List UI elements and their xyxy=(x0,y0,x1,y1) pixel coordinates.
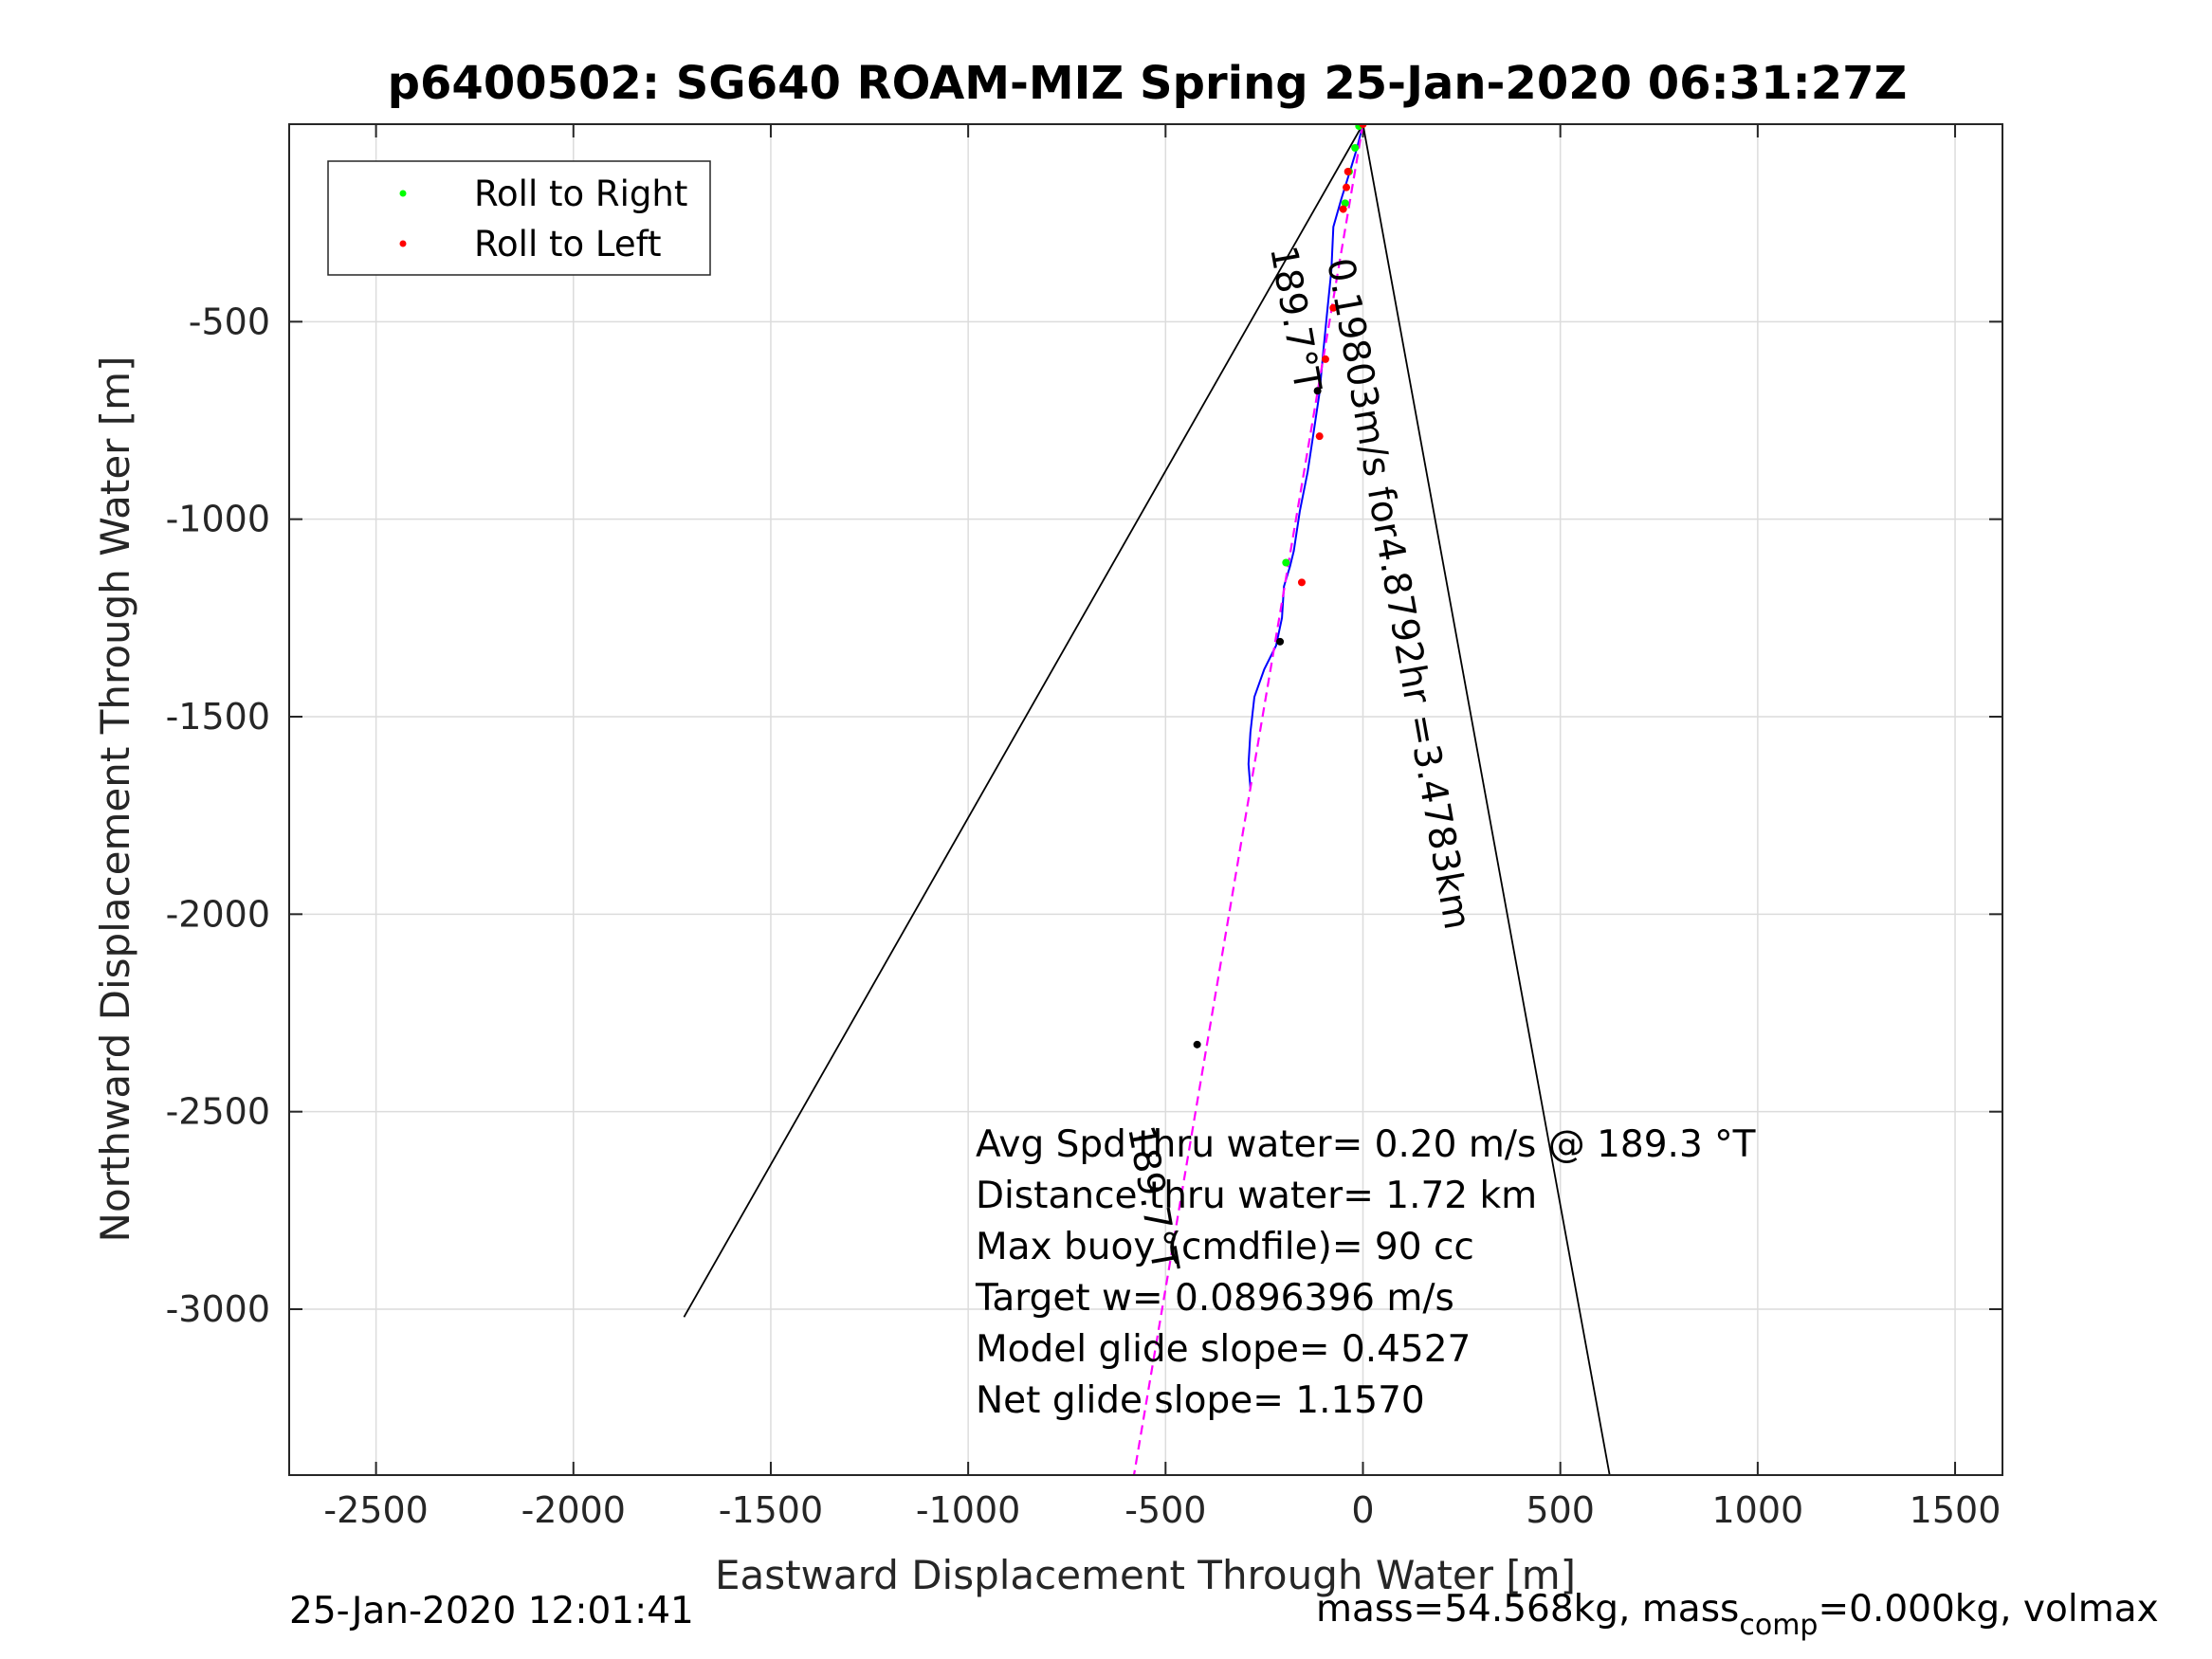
series-track xyxy=(1247,124,1364,789)
stats-line: Net glide slope= 1.1570 xyxy=(976,1379,1425,1422)
roll-left-point xyxy=(1321,355,1329,363)
legend-marker-roll-left xyxy=(399,240,407,247)
series-cone-right xyxy=(1362,124,1611,1475)
x-tick-label: -1000 xyxy=(916,1489,1020,1531)
stats-line: Model glide slope= 0.4527 xyxy=(976,1328,1471,1371)
y-axis-ticks: -500 -1000 -1500 -2000 -2500 -3000 xyxy=(166,301,2002,1330)
roll-left-point xyxy=(1315,432,1324,441)
legend-label-roll-left: Roll to Left xyxy=(474,224,662,264)
footer-mass-text: mass=54.568kg, mass xyxy=(1316,1588,1739,1631)
waypoint-marker xyxy=(1276,637,1285,646)
plot-area xyxy=(289,124,2002,1475)
x-tick-label: 1500 xyxy=(1910,1489,2002,1531)
roll-right-point xyxy=(1282,558,1290,567)
waypoint-marker xyxy=(1193,1040,1201,1048)
legend-label-roll-right: Roll to Right xyxy=(474,173,687,214)
y-tick-label: -2500 xyxy=(166,1091,270,1133)
footer-timestamp: 25-Jan-2020 12:01:41 xyxy=(289,1590,694,1632)
legend: Roll to Right Roll to Left xyxy=(327,160,711,276)
x-tick-label: -2500 xyxy=(323,1489,428,1531)
roll-left-point xyxy=(1297,578,1306,587)
y-tick-label: -1000 xyxy=(166,499,270,540)
series-group xyxy=(683,124,1611,1475)
x-axis-label: Eastward Displacement Through Water [m] xyxy=(715,1552,1576,1598)
plot-frame xyxy=(288,123,2003,1476)
x-tick-label: -2000 xyxy=(521,1489,626,1531)
roll-left-point xyxy=(1343,183,1351,191)
y-tick-label: -500 xyxy=(189,301,270,342)
chart-title: p6400502: SG640 ROAM-MIZ Spring 25-Jan-2… xyxy=(388,57,1908,110)
footer-mass-subscript: comp xyxy=(1739,1609,1818,1642)
roll-left-point xyxy=(1339,205,1347,213)
x-axis-ticks: -2500 -2000 -1500 -1000 -500 0 500 1000 1500 xyxy=(323,124,2001,1531)
series-cone-left xyxy=(683,124,1364,1318)
points-group xyxy=(1193,124,1367,1048)
footer-mass-text-2: =0.000kg, volmax xyxy=(1818,1588,2158,1631)
footer-mass: mass=54.568kg, masscomp=0.000kg, volmax xyxy=(1316,1588,2159,1642)
y-tick-label: -1500 xyxy=(166,696,270,738)
x-tick-label: 1000 xyxy=(1711,1489,1803,1531)
stats-line: Max buoy (cmdfile)= 90 cc xyxy=(976,1226,1474,1268)
y-axis-label: Northward Displacement Through Water [m] xyxy=(92,356,138,1243)
legend-box xyxy=(327,160,711,276)
roll-left-point xyxy=(1329,303,1338,312)
x-tick-label: -500 xyxy=(1124,1489,1206,1531)
roll-right-point xyxy=(1341,199,1349,208)
stats-line: Target w= 0.0896396 m/s xyxy=(975,1277,1454,1320)
legend-marker-roll-right xyxy=(399,190,407,197)
series-heading-line xyxy=(1132,124,1364,1475)
stats-line: Distance thru water= 1.72 km xyxy=(976,1175,1537,1217)
x-tick-label: 0 xyxy=(1351,1489,1374,1531)
x-tick-label: -1500 xyxy=(719,1489,823,1531)
roll-right-point xyxy=(1351,144,1360,152)
stats-block: Avg Spd thru water= 0.20 m/s @ 189.3 °T … xyxy=(975,1123,1756,1422)
stats-line: Avg Spd thru water= 0.20 m/s @ 189.3 °T xyxy=(976,1123,1756,1166)
x-tick-label: 500 xyxy=(1526,1489,1595,1531)
waypoint-marker xyxy=(1313,387,1322,395)
y-tick-label: -3000 xyxy=(166,1288,270,1330)
roll-left-point xyxy=(1344,168,1352,175)
grid-lines xyxy=(289,124,2002,1475)
y-tick-label: -2000 xyxy=(166,893,270,935)
